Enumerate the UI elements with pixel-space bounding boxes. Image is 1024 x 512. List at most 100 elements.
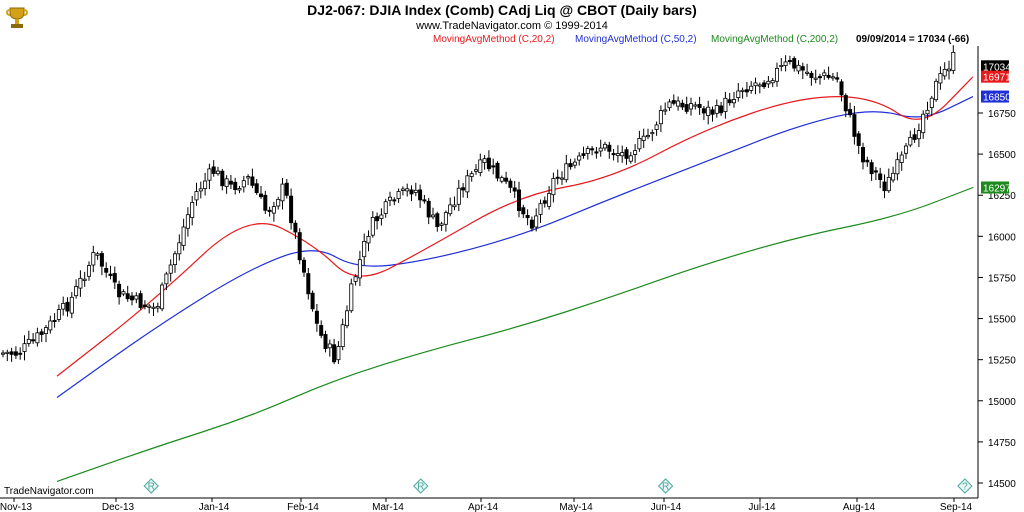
candle-body	[723, 97, 728, 113]
candle-body	[822, 72, 827, 77]
candle-body	[61, 302, 66, 310]
candle-body	[916, 130, 921, 140]
candle-body	[22, 343, 27, 352]
candle-body	[211, 166, 216, 174]
candle-body	[929, 97, 934, 108]
candle-body	[517, 189, 522, 211]
candle-body	[39, 331, 44, 335]
candle-body	[332, 344, 337, 363]
y-tick-label: 14750	[988, 438, 1016, 449]
candle-body	[185, 214, 190, 229]
candle-body	[456, 187, 461, 205]
candle-body	[504, 177, 509, 182]
candle-body	[491, 165, 496, 168]
event-marker-label: R	[148, 482, 155, 493]
candle-body	[611, 153, 616, 156]
event-marker[interactable]	[413, 478, 429, 494]
x-tick-label: Jul-14	[748, 502, 776, 512]
price-tag-label: 16850	[983, 93, 1011, 104]
candle-body	[284, 182, 289, 196]
candle-body	[426, 200, 431, 218]
candle-body	[895, 159, 900, 175]
candle-body	[392, 199, 397, 202]
candle-body	[598, 147, 603, 152]
candle-body	[224, 178, 229, 188]
candle-body	[641, 135, 646, 141]
candle-body	[327, 343, 332, 349]
candle-body	[400, 188, 405, 191]
candle-body	[744, 89, 749, 93]
candle-body	[207, 168, 212, 181]
candle-body	[581, 153, 586, 156]
candle-body	[826, 74, 831, 78]
chart-title: DJ2-067: DJIA Index (Comb) CAdj Liq @ CB…	[307, 2, 697, 18]
candle-body	[775, 68, 780, 82]
candle-body	[835, 77, 840, 80]
candle-body	[134, 295, 139, 300]
candle-body	[663, 109, 668, 112]
footer-brand: TradeNavigator.com	[4, 486, 94, 497]
candle-body	[314, 310, 319, 324]
candle-body	[280, 183, 285, 202]
y-tick-label: 15250	[988, 356, 1016, 367]
candle-body	[271, 206, 276, 214]
candle-body	[168, 264, 173, 274]
candle-body	[177, 242, 182, 255]
candle-body	[818, 76, 823, 79]
candle-body	[448, 204, 453, 215]
candle-body	[925, 109, 930, 115]
y-tick-label: 14500	[988, 479, 1016, 490]
candle-body	[684, 104, 689, 112]
candle-body	[736, 90, 741, 98]
candle-body	[521, 207, 526, 215]
candle-body	[620, 152, 625, 157]
price-tag	[981, 60, 1009, 73]
candle-body	[108, 273, 113, 277]
candle-body	[340, 324, 345, 348]
y-tick-label: 16500	[988, 150, 1016, 161]
candle-body	[706, 106, 711, 116]
candle-body	[882, 181, 887, 192]
candle-body	[160, 284, 165, 310]
candle-body	[650, 132, 655, 135]
event-marker[interactable]	[657, 478, 674, 494]
candle-body	[465, 175, 470, 193]
candle-body	[293, 222, 298, 233]
candle-body	[439, 223, 444, 226]
candle-body	[69, 296, 74, 314]
candle-body	[594, 151, 599, 154]
candle-body	[117, 283, 122, 298]
candle-body	[48, 320, 53, 331]
event-marker[interactable]	[957, 478, 973, 494]
candle-body	[220, 170, 225, 187]
candle-body	[904, 145, 909, 154]
event-marker[interactable]	[143, 478, 159, 494]
candle-body	[740, 89, 745, 92]
candle-body	[547, 193, 552, 207]
candle-body	[719, 105, 724, 114]
candle-body	[667, 101, 672, 109]
candle-body	[370, 216, 375, 236]
last-price-info: 09/09/2014 = 17034 (-66)	[856, 34, 969, 45]
candle-body	[405, 188, 410, 192]
candle-body	[693, 104, 698, 107]
candle-body	[805, 71, 810, 74]
candle-body	[91, 252, 96, 266]
candle-body	[44, 327, 49, 335]
candle-body	[783, 61, 788, 67]
candle-body	[422, 199, 427, 202]
candle-body	[129, 295, 134, 301]
ma50-line	[56, 96, 974, 398]
candle-body	[443, 212, 448, 225]
candle-body	[689, 103, 694, 110]
candle-body	[52, 319, 57, 322]
candle-body	[5, 351, 10, 354]
candle-body	[938, 73, 943, 84]
trophy-logo-icon	[6, 7, 28, 28]
candle-body	[357, 259, 362, 279]
candle-body	[861, 147, 866, 163]
candle-body	[766, 80, 771, 85]
candle-body	[865, 159, 870, 163]
candle-body	[13, 351, 18, 356]
event-marker-label: R	[662, 482, 669, 493]
